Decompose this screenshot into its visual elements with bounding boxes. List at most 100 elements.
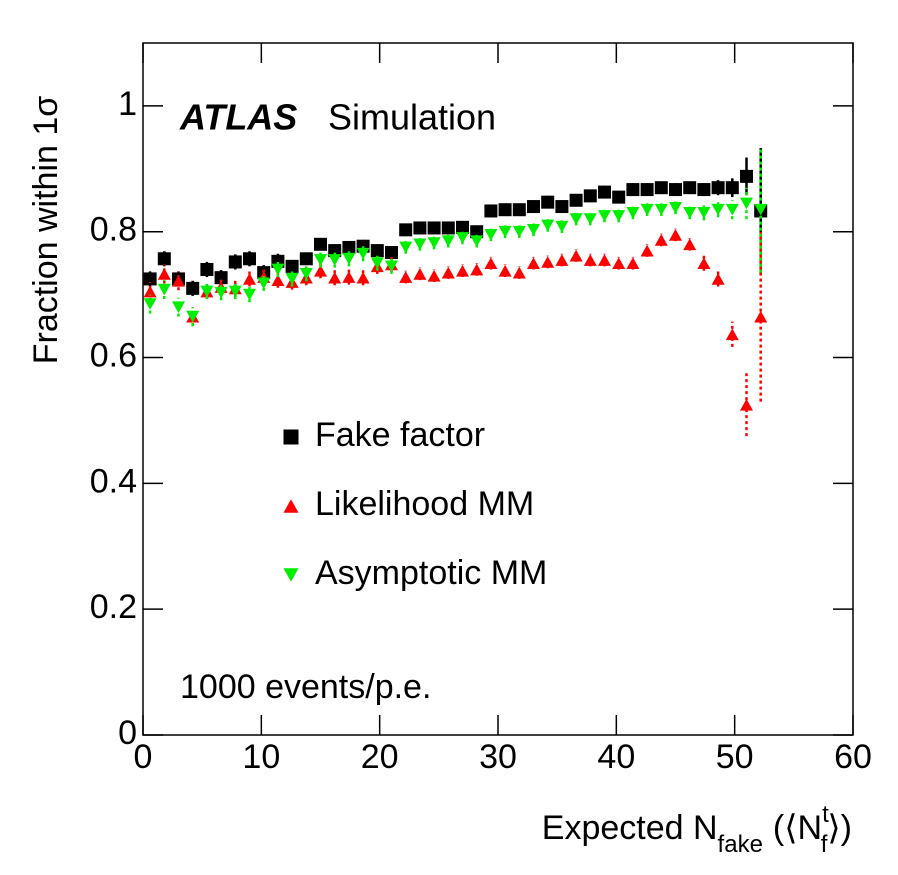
- marker: [157, 283, 171, 296]
- marker: [456, 264, 469, 277]
- marker: [740, 169, 753, 183]
- x-label-main: Expected N: [542, 809, 718, 847]
- y-tick-label: 0.8: [90, 211, 137, 249]
- marker: [711, 273, 725, 285]
- marker: [314, 264, 327, 277]
- marker: [626, 183, 640, 197]
- marker: [498, 225, 512, 238]
- legend-label: Likelihood MM: [315, 485, 534, 523]
- marker: [399, 241, 413, 254]
- y-tick-label: 1: [118, 85, 137, 123]
- marker: [299, 252, 313, 266]
- marker: [555, 220, 569, 233]
- marker: [299, 268, 313, 280]
- marker: [257, 277, 271, 290]
- marker: [512, 203, 526, 217]
- marker: [654, 203, 668, 216]
- marker: [527, 257, 540, 270]
- marker: [143, 272, 157, 286]
- x-axis-label: Expected Nfake (⟨Nt f⟩): [542, 801, 852, 858]
- marker: [640, 183, 654, 197]
- marker: [740, 197, 753, 210]
- marker: [583, 213, 597, 225]
- marker: [484, 257, 498, 270]
- marker: [598, 185, 611, 199]
- marker: [385, 260, 398, 273]
- marker: [612, 257, 626, 270]
- marker: [754, 203, 768, 216]
- marker: [470, 235, 484, 248]
- marker: [683, 207, 697, 219]
- legend-label: Fake factor: [315, 416, 485, 454]
- marker: [583, 189, 597, 203]
- x-label-sub2: f: [821, 831, 828, 858]
- marker: [512, 266, 526, 279]
- marker: [484, 229, 498, 241]
- marker: [470, 263, 484, 276]
- marker: [711, 203, 725, 216]
- marker: [725, 203, 739, 216]
- marker: [385, 245, 398, 259]
- marker: [555, 200, 569, 214]
- marker: [441, 266, 455, 279]
- marker: [243, 288, 256, 301]
- marker: [697, 183, 711, 197]
- marker: [243, 252, 256, 266]
- annotation: 1000 events/p.e.: [180, 668, 431, 706]
- marker: [612, 190, 626, 204]
- marker: [413, 268, 427, 280]
- marker: [143, 285, 157, 298]
- x-label-sub: fake: [718, 831, 763, 858]
- y-tick-label: 0.2: [90, 588, 137, 626]
- y-tick-label: 0: [118, 714, 137, 752]
- marker: [214, 271, 228, 285]
- marker: [598, 210, 611, 222]
- marker: [427, 269, 441, 282]
- marker: [598, 254, 611, 266]
- marker: [200, 285, 214, 298]
- marker: [228, 255, 242, 269]
- marker: [569, 249, 583, 262]
- marker: [200, 262, 214, 276]
- marker: [228, 285, 242, 298]
- marker: [569, 213, 583, 225]
- marker: [654, 234, 668, 246]
- marker: [157, 252, 171, 266]
- marker: [725, 181, 739, 195]
- marker: [583, 254, 597, 266]
- chart-subtitle: Simulation: [328, 97, 496, 138]
- marker: [399, 271, 413, 283]
- marker: [271, 263, 285, 276]
- legend-marker: [283, 568, 299, 582]
- y-tick-label: 0.4: [90, 462, 137, 500]
- marker: [172, 274, 185, 287]
- marker: [626, 207, 640, 219]
- legend-marker: [283, 429, 299, 445]
- marker: [484, 204, 498, 218]
- marker: [725, 328, 739, 341]
- marker: [399, 223, 413, 237]
- x-tick-label: 60: [834, 738, 872, 776]
- marker: [143, 298, 157, 310]
- marker: [512, 225, 526, 238]
- x-tick-label: 10: [242, 738, 280, 776]
- x-tick-label: 20: [361, 738, 399, 776]
- y-tick-label: 0.6: [90, 337, 137, 375]
- marker: [172, 301, 185, 314]
- marker: [342, 252, 356, 265]
- marker: [569, 193, 583, 207]
- marker: [498, 203, 512, 217]
- marker: [612, 210, 626, 222]
- marker: [697, 207, 711, 219]
- marker: [356, 271, 370, 284]
- marker: [427, 221, 441, 235]
- marker: [669, 229, 682, 241]
- marker: [285, 259, 299, 273]
- marker: [356, 247, 370, 260]
- marker: [740, 398, 753, 411]
- x-label-close: ⟩): [827, 809, 852, 847]
- legend-marker: [283, 499, 299, 513]
- marker: [527, 223, 540, 236]
- x-tick-label: 30: [479, 738, 517, 776]
